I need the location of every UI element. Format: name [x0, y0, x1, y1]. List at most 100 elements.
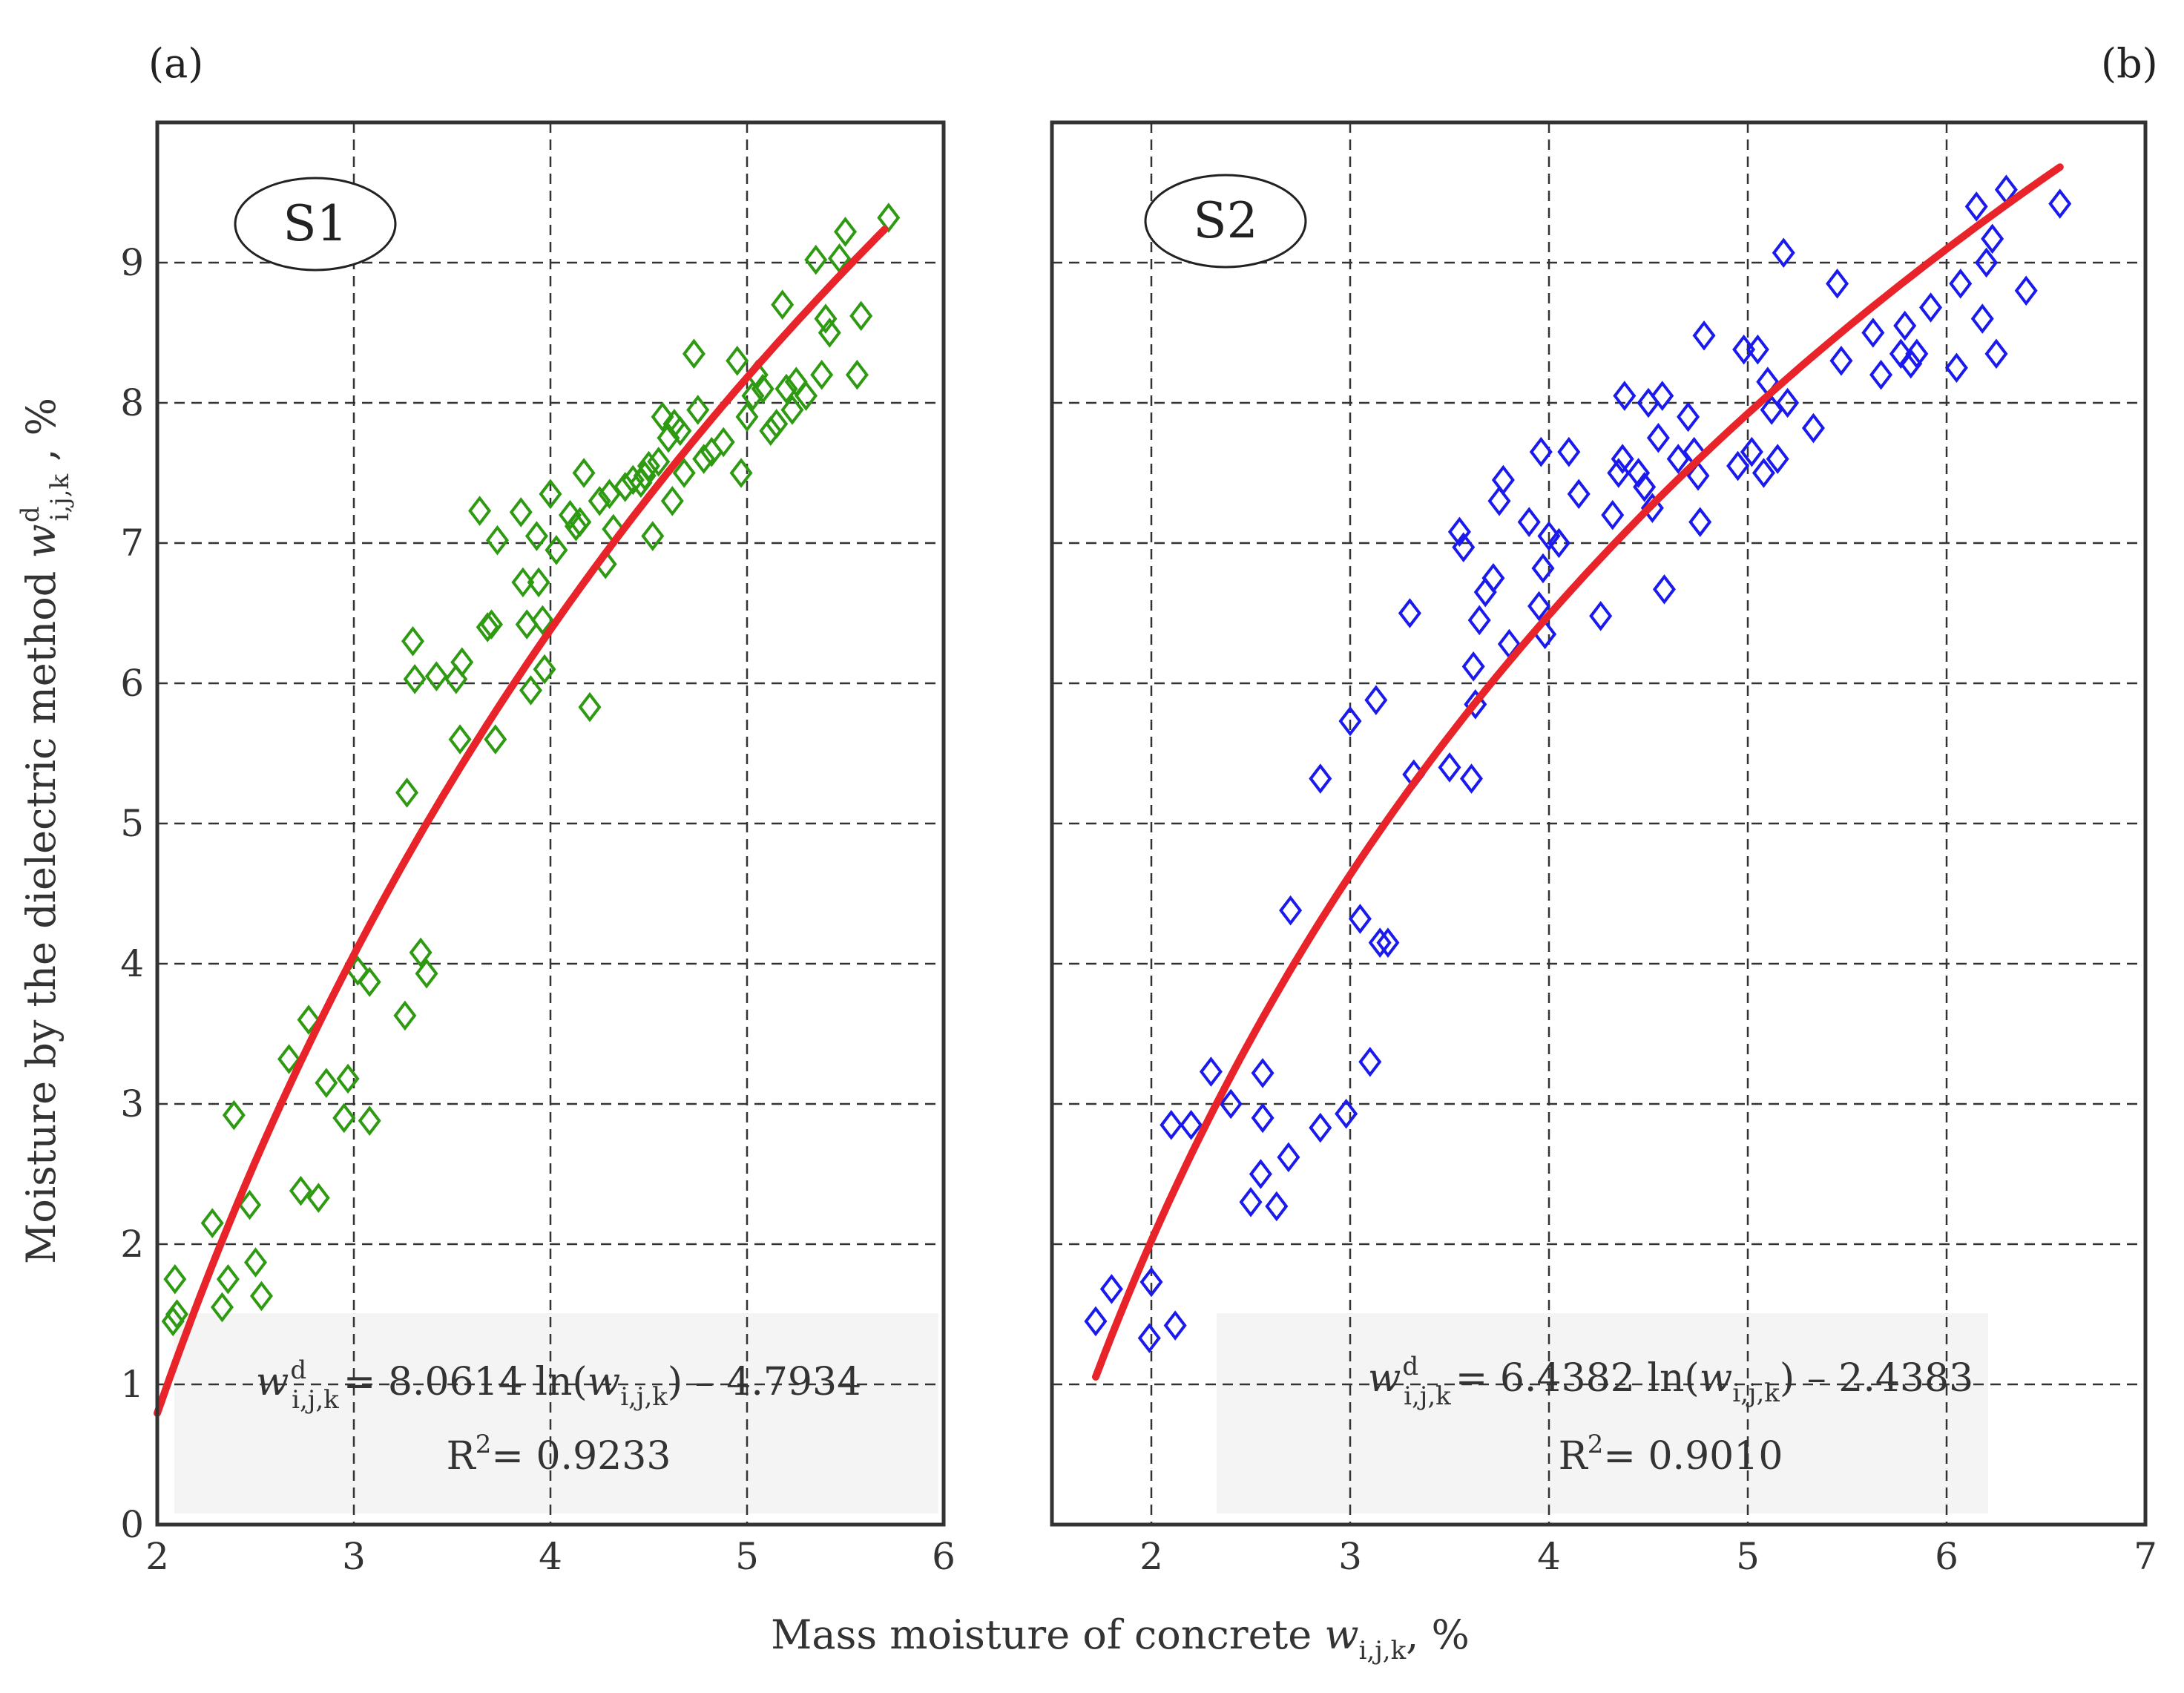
data-point-b-84	[1905, 338, 1929, 369]
y-tick-label-a-8: 8	[120, 381, 144, 424]
y-axis-title-prefix: Moisture by the dielectric method	[18, 559, 65, 1264]
data-point-b-77	[1826, 269, 1849, 299]
data-point-b-33	[1467, 605, 1491, 636]
data-point-b-40	[1527, 591, 1551, 622]
y-axis-title: Moisture by the dielectric method wdi,j,…	[16, 398, 75, 1264]
data-point-a-27	[444, 664, 468, 694]
data-point-b-52	[1613, 381, 1637, 411]
equation-b-rhs-prefix: = 6.4382 ln(	[1456, 1356, 1700, 1401]
data-point-b-11	[1251, 1058, 1274, 1088]
data-point-b-89	[1970, 303, 1994, 334]
data-point-b-21	[1358, 1047, 1382, 1077]
equation-b: wd i,j,k = 6.4382 ln(wi,j,k) – 2.4383	[1368, 1352, 1973, 1411]
data-point-a-78	[759, 415, 783, 447]
data-point-b-78	[1829, 346, 1853, 376]
data-point-b-14	[1277, 1142, 1300, 1173]
y-axis-title-suffix: , %	[18, 398, 65, 474]
data-point-a-47	[568, 507, 592, 537]
points-b	[1084, 174, 2072, 1353]
equation-b-rhs-suffix: ) – 2.4383	[1780, 1356, 1973, 1401]
data-point-a-86	[810, 359, 834, 390]
data-point-b-53	[1627, 458, 1651, 488]
data-point-a-39	[524, 521, 548, 551]
data-point-a-4	[210, 1292, 234, 1323]
r-squared-b-value: = 0.9010	[1603, 1434, 1783, 1479]
x-tick-label-a-5: 5	[735, 1535, 759, 1578]
r-squared-b-label: R	[1559, 1434, 1589, 1479]
plot-frame-a	[155, 120, 946, 1527]
data-point-b-31	[1461, 651, 1485, 682]
y-tick-labels-a: 0 1 2 3 4 5 6 7 8 9	[120, 241, 144, 1546]
data-point-b-5	[1163, 1310, 1187, 1341]
data-point-a-10	[277, 1044, 301, 1074]
data-point-a-77	[751, 373, 774, 404]
r-squared-b: R2= 0.9010	[1559, 1430, 1783, 1479]
data-point-b-34	[1473, 576, 1497, 608]
data-point-a-2	[165, 1299, 189, 1329]
x-tick-label-a-3: 3	[342, 1535, 366, 1578]
panel-label-a: (a)	[148, 40, 203, 87]
data-point-a-50	[588, 486, 611, 516]
data-point-b-58	[1651, 381, 1674, 411]
data-point-a-68	[686, 395, 710, 425]
equation-a-sub: i,j,k	[292, 1385, 339, 1415]
data-point-a-67	[682, 338, 705, 369]
y-tick-label-a-5: 5	[120, 802, 144, 845]
data-point-a-75	[741, 381, 765, 411]
series-badge-b	[1144, 174, 1307, 269]
data-point-a-58	[637, 450, 661, 481]
data-point-b-7	[1199, 1056, 1223, 1087]
data-point-b-35	[1481, 562, 1505, 594]
x-axis-title-prefix: Mass moisture of concrete	[771, 1611, 1324, 1658]
data-point-b-36	[1487, 486, 1511, 516]
data-point-b-30	[1459, 763, 1483, 794]
data-point-a-87	[814, 303, 838, 334]
data-point-a-63	[660, 486, 684, 516]
y-tick-label-a-1: 1	[120, 1363, 144, 1406]
data-point-b-23	[1368, 927, 1392, 958]
data-point-b-6	[1180, 1110, 1203, 1140]
equation-a-rhs-suffix: ) – 4.7934	[668, 1360, 861, 1404]
data-point-a-55	[621, 464, 645, 496]
data-point-a-84	[794, 381, 818, 411]
y-tick-label-a-7: 7	[120, 522, 144, 565]
data-point-a-90	[833, 217, 858, 247]
data-point-b-44	[1537, 521, 1561, 551]
r-squared-a-value: = 0.9233	[491, 1434, 671, 1479]
data-point-a-37	[515, 609, 539, 640]
x-axis-title-var: w	[1324, 1611, 1358, 1658]
x-axis-title-suffix: , %	[1406, 1611, 1470, 1658]
data-point-b-15	[1279, 895, 1303, 926]
data-point-a-18	[358, 967, 381, 997]
equation-b-rhs-sub: i,j,k	[1732, 1378, 1780, 1408]
data-point-a-60	[647, 447, 671, 477]
data-point-a-35	[509, 497, 533, 527]
data-point-b-28	[1447, 516, 1471, 548]
x-tick-label-b-3: 3	[1338, 1535, 1362, 1578]
x-axis-title-sub: i,j,k	[1359, 1636, 1407, 1666]
data-point-a-69	[692, 444, 716, 474]
data-point-a-85	[804, 244, 828, 275]
points-a	[161, 203, 901, 1337]
data-point-b-20	[1348, 904, 1372, 934]
data-point-b-67	[1732, 334, 1756, 365]
data-point-b-83	[1899, 348, 1923, 379]
data-point-b-4	[1160, 1110, 1183, 1140]
equation-a-rhs-sub: i,j,k	[620, 1382, 668, 1412]
data-point-b-45	[1547, 527, 1570, 559]
data-point-b-13	[1265, 1191, 1289, 1222]
y-axis-title-var: w	[18, 524, 65, 558]
data-point-a-40	[527, 567, 550, 598]
data-point-a-24	[409, 937, 432, 968]
equation-a-rhs-var: w	[588, 1360, 621, 1404]
data-point-a-73	[729, 458, 753, 488]
data-point-a-61	[651, 401, 674, 433]
data-point-a-59	[641, 521, 665, 551]
data-point-b-86	[1944, 352, 1968, 384]
data-point-a-16	[336, 1063, 360, 1094]
data-point-b-82	[1893, 310, 1917, 341]
data-point-b-85	[1919, 292, 1943, 323]
data-point-a-93	[877, 203, 901, 233]
